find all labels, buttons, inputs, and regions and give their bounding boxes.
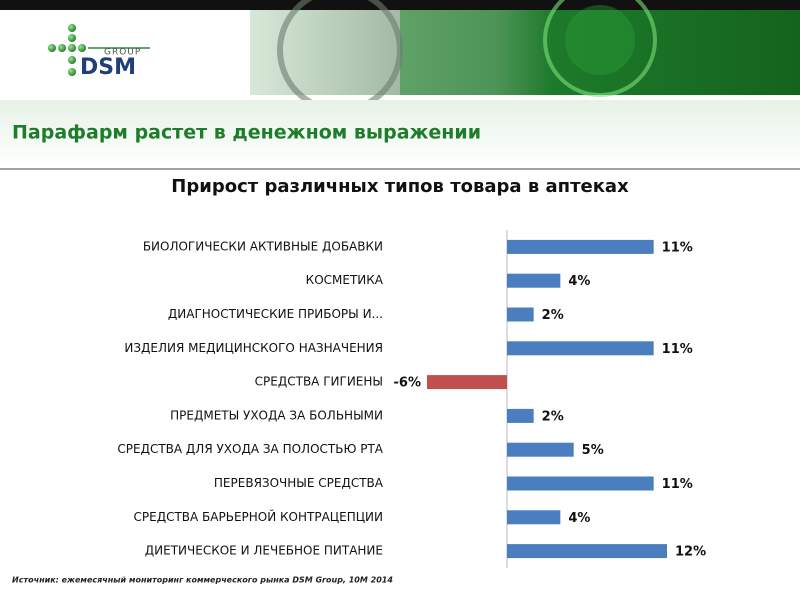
value-label: 11% [662,240,693,255]
slide-title: Парафарм растет в денежном выражении [12,122,481,144]
source-note: Источник: ежемесячный мониторинг коммерч… [12,576,393,585]
logo-area [0,10,250,95]
category-label: ПЕРЕВЯЗОЧНЫЕ СРЕДСТВА [214,476,384,490]
value-label: -6% [394,376,421,391]
category-label: СРЕДСТВА ГИГИЕНЫ [255,375,383,389]
category-label: КОСМЕТИКА [306,273,384,287]
bar [507,510,561,525]
clock-decor [565,5,635,75]
photo-panel [400,10,800,95]
category-label: ПРЕДМЕТЫ УХОДА ЗА БОЛЬНЫМИ [170,408,383,422]
value-label: 4% [568,511,590,526]
logo-group: GROUP [104,48,141,58]
value-label: 2% [542,308,564,323]
bar [507,442,574,457]
logo-dsm: DSM [80,55,136,80]
category-label: СРЕДСТВА БАРЬЕРНОЙ КОНТРАЦЕПЦИИ [134,509,383,524]
bar [507,307,534,322]
chart-title: Прирост различных типов товара в аптеках [171,176,629,197]
bar [507,476,654,491]
value-label: 2% [542,409,564,424]
value-label: 11% [662,342,693,357]
category-label: ИЗДЕЛИЯ МЕДИЦИНСКОГО НАЗНАЧЕНИЯ [124,341,383,355]
value-label: 4% [568,274,590,289]
title-band [0,100,800,168]
logo-mark [48,24,150,76]
bar [507,273,561,288]
bar [507,341,654,356]
category-label: БИОЛОГИЧЕСКИ АКТИВНЫЕ ДОБАВКИ [143,239,383,253]
bar [507,408,534,423]
category-label: ДИЕТИЧЕСКОЕ И ЛЕЧЕБНОЕ ПИТАНИЕ [145,544,383,558]
top-strip [0,0,800,10]
value-label: 12% [675,545,706,560]
bar [507,544,667,559]
value-label: 11% [662,477,693,492]
clock-decor [543,0,657,97]
category-label: ДИАГНОСТИЧЕСКИЕ ПРИБОРЫ И... [168,307,383,321]
category-label: СРЕДСТВА ДЛЯ УХОДА ЗА ПОЛОСТЬЮ РТА [117,442,383,456]
bar [427,375,507,390]
bar [507,239,654,254]
value-label: 5% [582,443,604,458]
